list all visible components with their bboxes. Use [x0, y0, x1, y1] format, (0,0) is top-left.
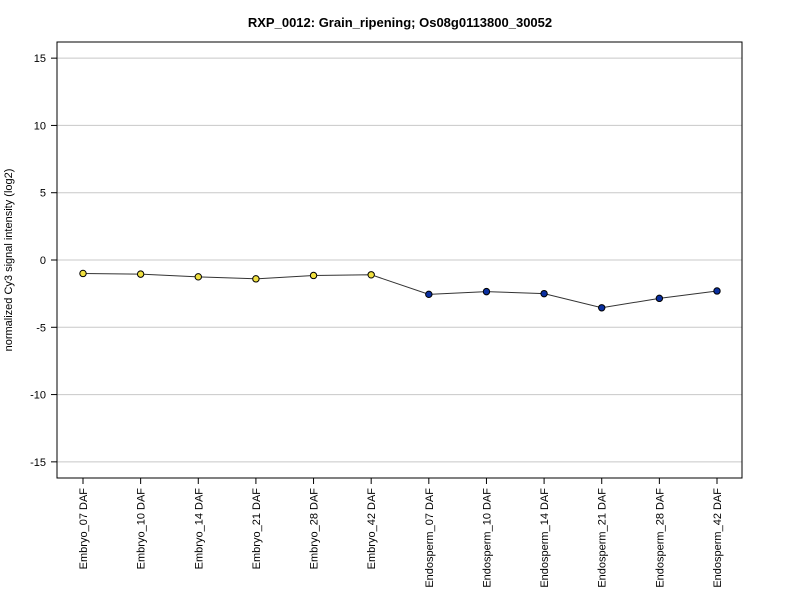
y-tick-label: 15	[34, 53, 46, 65]
y-tick-label: 10	[34, 120, 46, 132]
data-point	[309, 271, 318, 280]
data-point	[194, 273, 202, 281]
x-axis: Embryo_07 DAF Embryo_10 DAF Embryo_14 DAF E…	[78, 478, 724, 588]
data-point	[655, 294, 664, 303]
y-tick-label: 0	[40, 255, 46, 267]
y-tick-label: -5	[36, 322, 46, 334]
x-tick-label: Endosperm_14 DAF	[539, 488, 551, 588]
x-tick-label: Endosperm_28 DAF	[654, 488, 666, 588]
data-point	[425, 290, 433, 299]
data-point	[540, 289, 548, 298]
data-series	[79, 269, 721, 312]
chart-title: RXP_0012: Grain_ripening; Os08g0113800_3…	[248, 15, 552, 30]
data-point	[136, 270, 145, 278]
data-point	[482, 287, 491, 296]
x-tick-label: Endosperm_07 DAF	[424, 488, 436, 588]
x-tick-label: Embryo_07 DAF	[78, 488, 90, 570]
data-point	[713, 287, 721, 295]
x-tick-label: Endosperm_10 DAF	[481, 488, 493, 588]
y-tick-label: 5	[40, 188, 46, 200]
y-tick-label: -10	[30, 390, 46, 402]
data-point	[598, 304, 606, 312]
y-axis-label: normalized Cy3 signal intensity (log2)	[3, 169, 15, 352]
x-tick-label: Embryo_21 DAF	[251, 488, 263, 570]
data-point	[252, 275, 260, 283]
y-tick-label: -15	[30, 457, 46, 469]
x-tick-label: Endosperm_42 DAF	[712, 488, 724, 588]
x-tick-label: Endosperm_21 DAF	[597, 488, 609, 588]
x-tick-label: Embryo_10 DAF	[136, 488, 148, 570]
data-point	[79, 269, 87, 278]
data-point	[367, 271, 375, 279]
x-tick-label: Embryo_42 DAF	[366, 488, 378, 570]
y-axis: -15 -10 -5 0 5 10 15	[30, 53, 57, 469]
plot-frame	[56, 41, 743, 479]
series-line	[82, 272, 718, 309]
x-tick-label: Embryo_14 DAF	[193, 488, 205, 570]
x-tick-label: Embryo_28 DAF	[309, 488, 321, 570]
gridlines	[57, 57, 742, 463]
